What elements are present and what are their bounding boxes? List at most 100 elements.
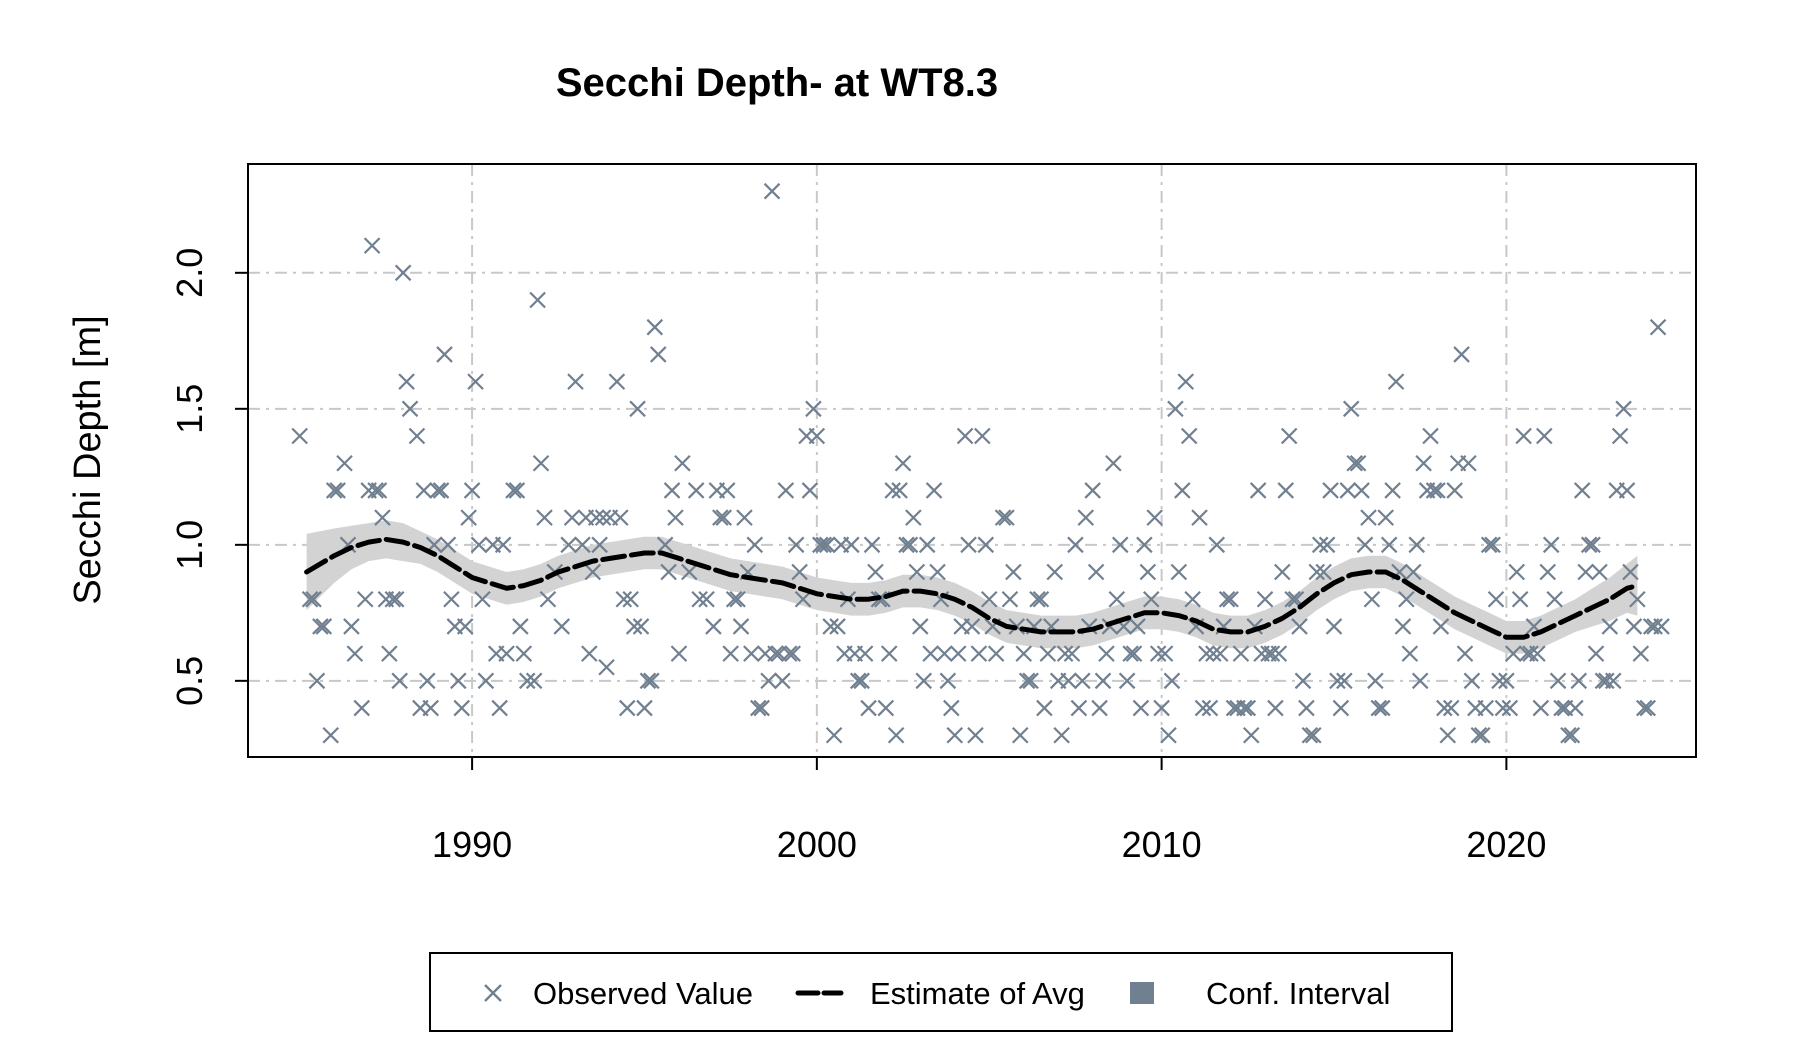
observed-point xyxy=(1539,563,1557,581)
observed-point xyxy=(584,563,602,581)
observed-point xyxy=(691,590,708,608)
chart-title: Secchi Depth- at WT8.3 xyxy=(556,61,998,105)
observed-point xyxy=(912,618,929,635)
observed-point xyxy=(432,482,450,499)
observed-point xyxy=(829,618,846,635)
observed-point xyxy=(667,509,684,526)
observed-point xyxy=(1149,645,1167,662)
legend-label-ci: Conf. Interval xyxy=(1206,976,1390,1011)
observed-point xyxy=(812,536,829,554)
observed-point xyxy=(470,536,488,554)
observed-point xyxy=(529,291,546,309)
observed-point xyxy=(908,563,926,581)
observed-point xyxy=(929,563,946,581)
observed-point xyxy=(863,536,881,554)
observed-point xyxy=(1156,645,1174,662)
observed-point xyxy=(1549,672,1567,690)
observed-point xyxy=(1022,672,1039,690)
observed-point xyxy=(825,726,843,744)
observed-point xyxy=(1584,536,1601,554)
observed-point xyxy=(980,590,998,608)
axes: 1990 2000 2010 2020 0.5 1.0 1.5 2.0 xyxy=(169,248,1546,865)
observed-point xyxy=(391,672,408,690)
observed-point xyxy=(705,618,722,635)
y-axis-label: Secchi Depth [m] xyxy=(67,315,109,604)
observed-point xyxy=(594,509,612,526)
observed-point xyxy=(367,482,384,499)
observed-point xyxy=(801,482,819,499)
observed-point xyxy=(1446,482,1463,499)
estimate-line xyxy=(304,536,1640,640)
observed-point xyxy=(615,590,633,608)
observed-point xyxy=(322,726,340,744)
observed-point xyxy=(598,658,615,676)
observed-point xyxy=(949,645,967,662)
legend-marker-cross xyxy=(484,984,502,1002)
observed-point xyxy=(1194,699,1212,717)
observed-point xyxy=(880,645,898,662)
observed-point xyxy=(670,645,688,662)
observed-point xyxy=(967,726,984,744)
observed-point xyxy=(1129,618,1146,635)
plot-frame xyxy=(247,163,1697,758)
observed-point xyxy=(960,536,977,554)
observed-point xyxy=(894,454,912,472)
observed-point xyxy=(1460,454,1477,472)
observed-point xyxy=(877,699,895,717)
observed-point xyxy=(1508,563,1525,581)
observed-point xyxy=(887,726,905,744)
observed-point xyxy=(1560,726,1577,744)
observed-point xyxy=(822,618,839,635)
observed-point xyxy=(1063,645,1081,662)
observed-point xyxy=(722,645,739,662)
observed-point xyxy=(1618,482,1636,499)
observed-point xyxy=(636,699,653,717)
observed-point xyxy=(1084,482,1101,499)
observed-point xyxy=(498,645,515,662)
observed-point xyxy=(1242,726,1260,744)
observed-point xyxy=(1639,699,1657,717)
observed-point xyxy=(560,536,577,554)
observed-point xyxy=(1001,590,1019,608)
observed-point xyxy=(1011,726,1029,744)
observed-point xyxy=(408,427,426,445)
observed-point xyxy=(746,536,764,554)
observed-point xyxy=(687,482,705,499)
observed-point xyxy=(808,427,826,445)
observed-point xyxy=(1367,672,1384,690)
observed-point xyxy=(505,482,522,499)
observed-point xyxy=(1039,645,1057,662)
observed-point xyxy=(956,427,974,445)
observed-point xyxy=(725,590,743,608)
y-tick-label: 1.0 xyxy=(169,520,210,570)
observed-point xyxy=(1405,563,1422,581)
observed-point xyxy=(780,645,798,662)
observed-point xyxy=(663,482,681,499)
observed-point xyxy=(1067,536,1084,554)
observed-point xyxy=(1298,699,1315,717)
observed-point xyxy=(1436,699,1453,717)
observed-point xyxy=(1429,482,1446,499)
observed-point xyxy=(415,482,433,499)
observed-point xyxy=(1201,699,1219,717)
observed-point xyxy=(1143,590,1160,608)
observed-point xyxy=(632,618,650,635)
observed-point xyxy=(998,509,1015,526)
observed-point xyxy=(1480,536,1498,554)
observed-point xyxy=(1601,618,1619,635)
observed-point xyxy=(1567,699,1584,717)
observed-point xyxy=(1649,318,1667,336)
observed-point xyxy=(1163,672,1181,690)
observed-point xyxy=(1318,536,1336,554)
legend: Observed Value Estimate of Avg Conf. Int… xyxy=(429,952,1453,1032)
observed-point xyxy=(1125,645,1143,662)
observed-point xyxy=(1170,563,1188,581)
observed-point xyxy=(553,618,571,635)
observed-point xyxy=(536,509,553,526)
observed-point xyxy=(736,509,753,526)
observed-point xyxy=(1091,699,1108,717)
observed-point xyxy=(394,264,412,282)
observed-point xyxy=(1105,454,1122,472)
observed-point xyxy=(1315,563,1332,581)
observed-point xyxy=(1463,672,1481,690)
